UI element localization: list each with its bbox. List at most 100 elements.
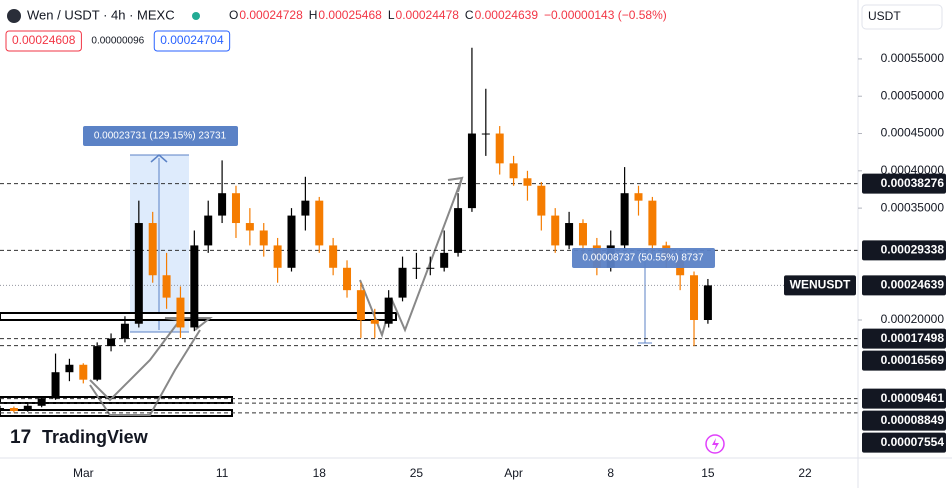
measure-label: 0.00023731 (129.15%) 23731 [94, 131, 227, 142]
candle-body [148, 223, 157, 276]
order-box [5, 30, 82, 52]
x-tick-label: 25 [410, 466, 424, 480]
candle-body [231, 193, 240, 224]
y-tick-label: 0.00050000 [881, 88, 945, 102]
order-box [85, 31, 151, 51]
price-tag-label: 0.00024639 [881, 278, 945, 292]
symbol-tag-label: WENUSDT [790, 278, 851, 292]
candle-body [287, 215, 296, 268]
candle-body [107, 338, 116, 347]
plot [0, 47, 858, 414]
candle-body [176, 297, 185, 328]
symbol-title: Wen / USDT · 4h · MEXC [27, 7, 175, 22]
candle-body [259, 230, 268, 246]
candle-body [440, 252, 449, 268]
y-tick-label: 0.00035000 [881, 200, 945, 214]
candle-body [578, 223, 587, 246]
symbol-icon [7, 9, 21, 23]
candle-body [9, 408, 18, 412]
price-tag-label: 0.00008849 [881, 413, 945, 427]
candle-body [620, 193, 629, 246]
price-tag-label: 0.00016569 [881, 353, 945, 367]
readout-change: −0.00000143 (−0.58%) [544, 8, 667, 22]
ohlc-readout: O 0.00024728 H 0.00025468 L 0.00024478 C 0.0002… [229, 8, 667, 22]
price-tag [862, 350, 946, 371]
watermark: TradingView [42, 427, 149, 447]
support-zone [0, 396, 233, 404]
candle-body [454, 208, 463, 253]
readout-key: L [388, 8, 395, 22]
symbol-tag [784, 275, 856, 296]
candle-body [204, 215, 213, 246]
candle-body [481, 133, 490, 135]
price-tag [862, 275, 946, 296]
order-box-label: 0.00024608 [12, 33, 76, 47]
candle-body [565, 223, 574, 246]
x-tick-label: 15 [701, 466, 715, 480]
candle-body [412, 267, 421, 269]
candle-body [370, 320, 379, 324]
candle-body [93, 346, 102, 380]
readout-value: 0.00025468 [318, 8, 382, 22]
candle-body [690, 275, 699, 321]
readout-key: O [229, 8, 238, 22]
candle-body [79, 364, 88, 380]
candle-body [467, 133, 476, 209]
order-boxes: 0.00024608 0.00000096 0.00024704 [5, 30, 231, 52]
event-bolt [712, 438, 719, 451]
currency-button[interactable] [861, 4, 943, 30]
x-tick-label: 18 [313, 466, 327, 480]
measure-label-box [572, 248, 715, 268]
candle-body [523, 178, 532, 186]
price-tag-label: 0.00038276 [881, 176, 945, 190]
order-box-label: 0.00024704 [160, 33, 224, 47]
y-tick-label: 0.00055000 [881, 51, 945, 65]
candle-body [301, 200, 310, 216]
candle-body [329, 245, 338, 268]
price-tag [862, 410, 946, 431]
axis: 0.00020000 0.00035000 0.00040000 0.00045000… [73, 51, 946, 480]
y-tick-label: 0.00040000 [881, 163, 945, 177]
x-tick-label: 11 [216, 466, 229, 480]
candle-body [398, 267, 407, 298]
measure-label-box [83, 126, 238, 146]
readout-value: 0.00024478 [396, 8, 460, 22]
candle-body [703, 285, 712, 321]
candle-body [37, 398, 46, 406]
x-tick-label: Mar [73, 466, 94, 480]
candle-body [65, 364, 74, 373]
x-tick-label: 22 [798, 466, 812, 480]
candle-body [537, 185, 546, 216]
order-box [153, 30, 231, 52]
readout-key: H [309, 8, 318, 22]
candle-body [551, 215, 560, 246]
price-tag [862, 240, 946, 261]
candle-body [426, 267, 435, 269]
y-tick-label: 0.00045000 [881, 126, 945, 140]
x-tick-label: Apr [504, 466, 523, 480]
price-tag-label: 0.00029338 [881, 243, 945, 257]
path-arrow [89, 329, 201, 416]
candle-body [23, 405, 32, 412]
candle-body [315, 200, 324, 246]
candle-body [273, 245, 282, 268]
price-tag [862, 432, 946, 453]
candle-body [0, 408, 5, 410]
status-dot [192, 12, 200, 20]
x-tick-label: 8 [607, 466, 614, 480]
candle-body [509, 163, 518, 179]
price-tag-label: 0.00007554 [881, 435, 945, 449]
readout-key: C [465, 8, 474, 22]
candle-body [162, 275, 171, 298]
currency-label: USDT [868, 9, 901, 23]
price-tag [862, 328, 946, 349]
logo-mark: 17 [10, 427, 31, 448]
candle-body [51, 372, 60, 399]
price-tag-label: 0.00017498 [881, 331, 945, 345]
price-tag [862, 388, 946, 409]
candle-body [190, 245, 199, 328]
price-tag [862, 173, 946, 194]
measure-label: 0.00008737 (50.55%) 8737 [582, 253, 704, 264]
candle-body [356, 290, 365, 321]
